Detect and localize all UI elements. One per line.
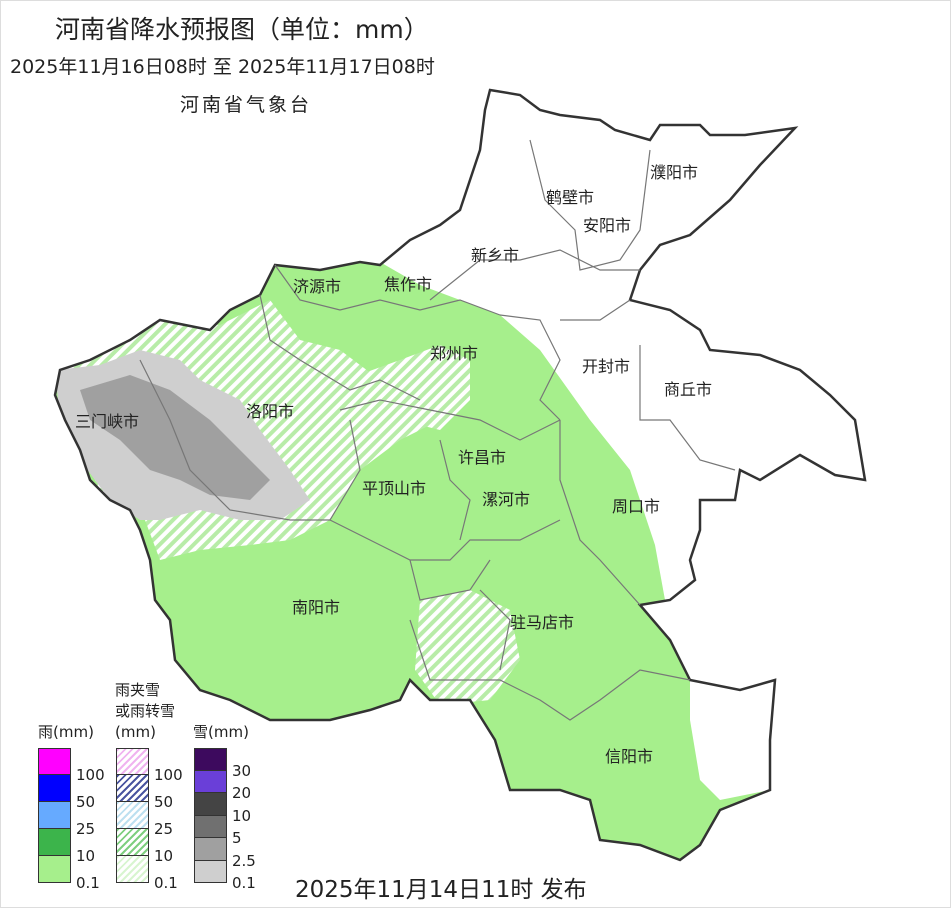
city-label: 济源市 [293,277,341,296]
legend-mixed-label: 50 [154,793,174,811]
city-label: 安阳市 [583,216,631,235]
legend-snow-swatch [194,860,227,883]
legend-snow-label: 0.1 [232,874,256,892]
legend-mixed-title-line: 或雨转雪 [115,702,176,720]
legend-mixed-swatch [116,748,149,775]
city-label: 郑州市 [430,344,478,363]
legend-mixed-label: 10 [154,847,174,865]
city-label: 南阳市 [292,598,340,617]
legend-snow-label: 5 [232,829,242,847]
legend-mixed-swatch [116,856,149,883]
city-labels: 濮阳市 鹤壁市 安阳市 新乡市 济源市 焦作市 郑州市 开封市 商丘市 三门峡市… [75,163,712,766]
map-title: 河南省降水预报图（单位：mm） [55,15,429,44]
no-precip-area-south-east [690,680,775,800]
legend-rain-label: 10 [76,847,96,865]
legend-rain-swatch [38,829,71,856]
legend-snow-swatches: 30 20 10 5 2.5 0.1 [194,748,256,892]
legend-mixed-label: 100 [154,766,183,784]
legend-snow-swatch [194,793,227,816]
snow-moderate-area [80,375,270,500]
agency-name: 河南省气象台 [180,94,313,116]
mixed-precip-hatch-zhengzhou [345,345,470,430]
legend-snow-swatch [194,748,227,771]
legend-rain-label: 50 [76,793,96,811]
city-label: 许昌市 [458,448,506,467]
legend-mixed-label: 0.1 [154,874,178,892]
legend-snow-swatch [194,770,227,793]
legend-mixed-title-line: 雨夹雪 [115,681,161,699]
legend-rain-swatch [38,856,71,883]
legend-snow-label: 30 [232,761,252,780]
city-label: 平顶山市 [362,479,426,498]
legend-rain-swatches: 100 50 25 10 0.1 [38,748,105,892]
city-label: 商丘市 [664,380,712,399]
legend-snow-label: 20 [232,784,252,802]
city-label: 周口市 [612,497,660,516]
legend-snow-swatch [194,815,227,838]
city-label: 濮阳市 [650,163,698,182]
legend-mixed-title-line: (mm) [115,723,156,741]
legend-rain-label: 100 [76,766,105,784]
city-label: 焦作市 [384,275,432,294]
mixed-precip-hatch-south [415,590,520,705]
city-boundaries [139,139,736,721]
legend-mixed-swatch [116,775,149,802]
legend-mixed-label: 25 [154,820,174,838]
city-label: 鹤壁市 [546,188,594,207]
city-label: 开封市 [582,357,630,376]
forecast-period: 2025年11月16日08时 至 2025年11月17日08时 [10,56,435,78]
city-label: 驻马店市 [510,613,574,632]
legend-rain-swatch [38,775,71,802]
legend-mixed-swatches: 100 50 25 10 0.1 [116,748,183,892]
legend-rain-label: 25 [76,820,96,838]
city-label: 洛阳市 [246,402,294,421]
legend-mixed-title: 雨夹雪 或雨转雪 (mm) [115,680,175,743]
legend-snow-title: 雪(mm) [193,723,249,741]
legend-rain-swatch [38,802,71,829]
legend-mixed-swatch [116,829,149,856]
legend-mixed-swatch [116,802,149,829]
legend-snow-swatch [194,838,227,861]
legend-snow-label: 10 [232,806,252,825]
city-label: 漯河市 [482,490,530,509]
legend-rain-title: 雨(mm) [38,723,94,741]
city-label: 三门峡市 [75,412,139,431]
legend-rain-label: 0.1 [76,874,100,892]
city-label: 新乡市 [471,246,519,265]
legend-snow-label: 2.5 [232,851,256,870]
issue-time: 2025年11月14日11时 发布 [295,877,587,903]
legend-rain-swatch [38,748,71,775]
city-label: 信阳市 [605,747,653,766]
